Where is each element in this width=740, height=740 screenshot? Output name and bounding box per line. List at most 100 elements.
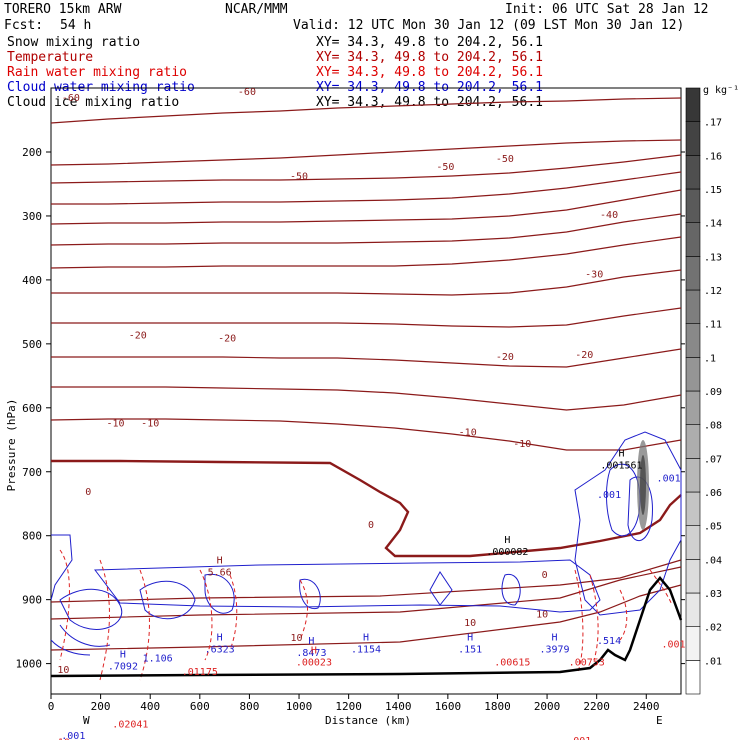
x-axis-end-west: W bbox=[83, 714, 90, 727]
isotherm-label: 10 bbox=[464, 618, 476, 629]
y-tick-label: 800 bbox=[22, 530, 42, 543]
maximum-marker: H bbox=[363, 633, 369, 644]
maximum-value-label: .001 bbox=[61, 731, 85, 740]
isotherm-label: 10 bbox=[57, 665, 69, 676]
field-name-temperature: Temperature bbox=[7, 50, 93, 65]
y-tick-label: 500 bbox=[22, 338, 42, 351]
isotherm-line bbox=[51, 171, 682, 205]
maximum-value-label: .3979 bbox=[539, 645, 569, 656]
maximum-value-label: .02041 bbox=[112, 720, 148, 731]
colorbar-tick-label: .09 bbox=[704, 387, 722, 398]
colorbar-bin bbox=[685, 323, 701, 358]
colorbar-bin bbox=[685, 491, 701, 526]
colorbar-bin bbox=[685, 87, 701, 122]
colorbar-bin bbox=[685, 660, 701, 695]
y-axis-label: Pressure (hPa) bbox=[5, 399, 18, 492]
cloud-water-contour bbox=[501, 573, 521, 606]
y-tick-label: 1000 bbox=[16, 658, 43, 671]
field-xy-rain: XY= 34.3, 49.8 to 204.2, 56.1 bbox=[316, 65, 543, 80]
maximum-value-label: .00615 bbox=[494, 658, 530, 669]
isotherm-label: -10 bbox=[106, 418, 124, 429]
isotherm-label: -10 bbox=[459, 427, 477, 438]
rain-water-contour bbox=[574, 569, 584, 673]
cloud-water-contour bbox=[299, 578, 321, 610]
rain-water-contour bbox=[99, 559, 110, 681]
cloud-water-contour bbox=[139, 580, 196, 620]
maximum-value-label: 5.66 bbox=[208, 567, 232, 578]
maximum-value-label: .514 bbox=[597, 636, 621, 647]
maximum-value-label: .10 bbox=[52, 737, 70, 740]
rain-water-contour bbox=[299, 579, 309, 641]
colorbar-bin bbox=[685, 357, 701, 392]
maximum-value-label: .01175 bbox=[182, 667, 218, 678]
colorbar-tick-label: .08 bbox=[704, 421, 722, 432]
cloud-water-contour bbox=[50, 639, 91, 656]
colorbar-bin bbox=[685, 592, 701, 627]
isotherm-label: -20 bbox=[575, 350, 593, 361]
isotherm-label: -20 bbox=[218, 333, 236, 344]
field-name-rain: Rain water mixing ratio bbox=[7, 65, 187, 80]
x-tick-label: 1600 bbox=[435, 700, 462, 713]
maximum-value-label: .8473 bbox=[296, 648, 326, 659]
maximum-marker: H bbox=[217, 633, 223, 644]
x-tick-label: 1800 bbox=[484, 700, 511, 713]
rain-water-contour bbox=[589, 574, 599, 661]
colorbar-tick-label: .13 bbox=[704, 252, 722, 263]
contour-labels: -60 -60 -50 -50 -50 -40 -30 -20 -20 -20 -20 -10 -10 -… bbox=[57, 87, 618, 676]
x-tick-label: 2000 bbox=[534, 700, 561, 713]
isotherm-line bbox=[51, 307, 682, 328]
isotherm-label: -60 bbox=[238, 87, 256, 98]
isotherm-line bbox=[50, 97, 682, 124]
colorbar-tick-label: .04 bbox=[704, 555, 722, 566]
field-name-snow: Snow mixing ratio bbox=[7, 35, 140, 50]
colorbar-tick-label: .14 bbox=[704, 219, 722, 230]
maximum-value-label: .000082 bbox=[486, 547, 528, 558]
x-tick-label: 400 bbox=[140, 700, 160, 713]
maximum-marker: H bbox=[311, 646, 317, 657]
y-tick-label: 200 bbox=[22, 146, 42, 159]
isotherm-line bbox=[51, 269, 682, 296]
rain-water-contour bbox=[619, 589, 628, 641]
forecast-hour: 54 h bbox=[60, 18, 91, 33]
isotherm-label: -20 bbox=[496, 352, 514, 363]
cloud-water-contours bbox=[50, 431, 682, 656]
y-tick-label: 300 bbox=[22, 210, 42, 223]
rain-water-contour bbox=[649, 569, 673, 606]
temperature-contours bbox=[50, 97, 682, 651]
x-axis-label: Distance (km) bbox=[325, 714, 411, 727]
colorbar-tick-label: .11 bbox=[704, 320, 722, 331]
x-axis-end-east: E bbox=[656, 714, 663, 727]
maximum-marker: H bbox=[504, 535, 510, 546]
x-tick-label: 1000 bbox=[286, 700, 313, 713]
isotherm-label: 0 bbox=[85, 487, 91, 498]
colorbar-unit: g kg⁻¹ bbox=[703, 85, 739, 96]
valid-time: Valid: 12 UTC Mon 30 Jan 12 (09 LST Mon … bbox=[293, 18, 684, 33]
maximum-value-label: .001561 bbox=[600, 461, 642, 472]
x-axis: 0 200 400 600 800 1000 1200 1400 1600 1800 2000 220… bbox=[48, 694, 660, 713]
colorbar-bin bbox=[685, 559, 701, 594]
cloud-water-contour bbox=[50, 534, 73, 601]
forecast-label: Fcst: bbox=[4, 18, 43, 33]
colorbar-tick-label: .1 bbox=[704, 353, 716, 364]
maximum-value-label: .001 bbox=[662, 640, 686, 651]
isotherm-label: -60 bbox=[62, 93, 80, 104]
colorbar-tick-label: .12 bbox=[704, 286, 722, 297]
colorbar-tick-label: .03 bbox=[704, 589, 722, 600]
y-tick-label: 900 bbox=[22, 594, 42, 607]
colorbar-bin bbox=[685, 256, 701, 291]
cloud-water-contour bbox=[606, 463, 641, 537]
isotherm-line bbox=[51, 348, 682, 368]
rain-water-contour bbox=[199, 569, 213, 661]
isotherm-label: -50 bbox=[436, 162, 454, 173]
rain-water-contour bbox=[229, 574, 238, 651]
colorbar-bin bbox=[685, 390, 701, 425]
cloud-water-contour bbox=[429, 571, 453, 606]
isotherm-line bbox=[50, 154, 682, 184]
cloud-ice-core bbox=[640, 455, 646, 515]
maximum-marker: H bbox=[308, 636, 314, 647]
colorbar-bin bbox=[685, 188, 701, 223]
maxima-labels: H5.66H.000082H.001561.001.001H.6323H.847… bbox=[52, 449, 686, 740]
isotherm-label: -10 bbox=[141, 418, 159, 429]
maximum-marker: H bbox=[120, 649, 126, 660]
